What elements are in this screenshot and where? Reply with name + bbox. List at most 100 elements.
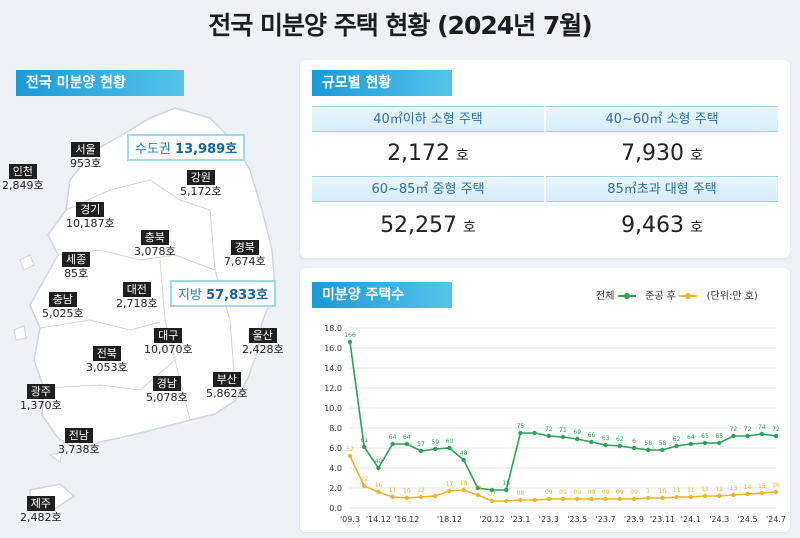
data-label: 40 — [375, 458, 383, 465]
series-point — [347, 339, 353, 345]
region-jeju: 제주 2,482호 — [20, 496, 62, 524]
series-point — [489, 498, 495, 504]
x-tick-label: '16.12 — [394, 515, 419, 524]
data-label: 64 — [687, 434, 695, 441]
series-point — [376, 489, 381, 495]
x-tick-label: '18.12 — [437, 515, 462, 524]
series-point — [717, 493, 722, 499]
x-tick-label: '24.1 — [681, 515, 701, 524]
series-point — [745, 433, 750, 439]
region-gyeongbuk: 경북 7,674호 — [224, 240, 266, 268]
data-label: 12 — [715, 486, 723, 493]
series-point — [489, 487, 495, 493]
series-point — [376, 465, 381, 471]
data-label: 64 — [403, 434, 411, 441]
series-point — [702, 493, 708, 499]
x-tick-label: '23.1 — [510, 515, 530, 524]
series-point — [646, 447, 651, 453]
series-point — [773, 433, 779, 439]
data-label: 66 — [588, 432, 596, 439]
scale-label-4: 85㎡초과 대형 주택 — [546, 176, 778, 202]
series-point — [532, 430, 537, 436]
legend-total-label: 전체 — [596, 291, 615, 302]
series-point — [702, 440, 708, 446]
series-point — [418, 448, 424, 454]
series-point — [461, 457, 466, 463]
data-label: 18 — [460, 480, 468, 487]
y-tick-label: 8.0 — [329, 424, 342, 433]
region-gyeongnam: 경남 5,078호 — [146, 376, 188, 404]
data-label: 16 — [772, 482, 780, 489]
data-label: 72 — [730, 426, 738, 433]
data-label: 22 — [360, 476, 368, 483]
series-point — [475, 492, 480, 498]
series-point — [475, 485, 480, 491]
x-tick-label: '23.11 — [650, 515, 675, 524]
series-point — [404, 441, 409, 447]
series-point — [504, 487, 509, 493]
data-label: 10 — [403, 488, 411, 495]
series-point — [433, 493, 438, 499]
series-point — [660, 495, 665, 501]
series-point — [617, 496, 622, 502]
series-point — [390, 441, 395, 447]
data-label: 57 — [417, 441, 425, 448]
capital-area-box: 수도권 13,989호 — [127, 134, 246, 161]
y-tick-label: 6.0 — [329, 444, 342, 453]
series-point — [447, 445, 452, 451]
capital-area-name: 수도권 — [135, 142, 171, 157]
scale-label-2: 40~60㎡ 소형 주택 — [546, 106, 778, 132]
y-tick-label: 2.0 — [329, 484, 342, 493]
data-label: 72 — [744, 426, 752, 433]
scale-value-1: 2,172 호 — [387, 141, 469, 166]
series-point — [560, 496, 566, 502]
x-tick-label: '23.3 — [539, 515, 559, 524]
series-point — [418, 494, 424, 500]
series-point — [617, 443, 622, 449]
region-sejong: 세종 85호 — [62, 252, 91, 281]
legend-total-marker — [617, 292, 636, 300]
region-gangwon: 강원 5,172호 — [180, 170, 222, 198]
series-point — [433, 446, 438, 452]
data-label: 17 — [446, 481, 454, 488]
data-label: 08 — [517, 490, 525, 497]
y-tick-label: 18.0 — [324, 324, 342, 333]
series-point — [646, 495, 651, 501]
x-tick-label: '23.7 — [596, 515, 616, 524]
series-point — [589, 439, 594, 445]
data-label: 72 — [772, 426, 780, 433]
y-tick-label: 14.0 — [324, 364, 342, 373]
series-point — [603, 442, 608, 448]
data-label: 15 — [758, 483, 766, 490]
scale-section-tag: 규모별 현황 — [312, 70, 452, 96]
series-point — [688, 441, 693, 447]
region-incheon: 인천 2,849호 — [2, 164, 44, 192]
data-label: 65 — [701, 433, 709, 440]
region-gyeonggi: 경기 10,187호 — [66, 202, 115, 230]
data-label: 52 — [346, 446, 354, 453]
data-label: 11 — [687, 487, 695, 494]
scale-label-3: 60~85㎡ 중형 주택 — [312, 176, 544, 202]
x-tick-label: '14.12 — [366, 515, 391, 524]
series-point — [518, 497, 523, 503]
series-point — [546, 496, 551, 502]
series-point — [660, 447, 665, 453]
x-tick-label: '24.7 — [766, 515, 786, 524]
series-point — [688, 494, 693, 500]
x-tick-label: '24.3 — [709, 515, 729, 524]
y-tick-label: 12.0 — [324, 384, 342, 393]
series-point — [773, 489, 779, 495]
region-seoul: 서울 953호 — [70, 142, 102, 170]
provincial-area-name: 지방 — [178, 288, 202, 303]
data-label: 10 — [659, 488, 667, 495]
series-point — [404, 495, 409, 501]
series-point — [532, 497, 537, 503]
region-daegu: 대구 10,070호 — [144, 328, 193, 356]
page-title: 전국 미분양 주택 현황 (2024년 7월) — [208, 11, 592, 40]
series-point — [504, 498, 509, 504]
data-label: 09 — [630, 489, 638, 496]
series-point — [560, 434, 566, 440]
data-label: 09 — [588, 489, 596, 496]
y-tick-label: 10.0 — [324, 404, 342, 413]
series-point — [461, 487, 466, 493]
